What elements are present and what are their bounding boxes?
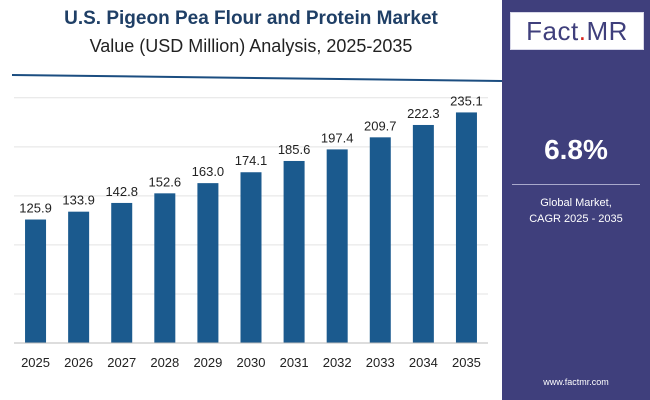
side-panel: Fact.MR 6.8% Global Market, CAGR 2025 - … [502, 0, 650, 400]
value-label-2026: 133.9 [62, 193, 95, 208]
x-tick-2034: 2034 [409, 355, 438, 370]
bar-2026 [68, 211, 90, 343]
bar-2027 [111, 202, 133, 343]
x-tick-2027: 2027 [107, 355, 136, 370]
bar-2033 [369, 137, 391, 343]
bar-2031 [283, 160, 305, 343]
cagr-label-line1: Global Market, [540, 197, 612, 209]
logo-end: MR [586, 16, 628, 46]
bar-2035 [455, 112, 477, 344]
bar-2032 [326, 149, 348, 343]
logo-main: Fact [526, 16, 579, 46]
x-tick-2035: 2035 [452, 355, 481, 370]
bar-2034 [412, 124, 434, 343]
chart-title: U.S. Pigeon Pea Flour and Protein Market [64, 8, 438, 29]
value-label-2030: 174.1 [235, 153, 268, 168]
value-label-2025: 125.9 [19, 201, 52, 216]
value-label-2027: 142.8 [105, 184, 138, 199]
logo-text: Fact.MR [511, 13, 643, 49]
x-tick-2026: 2026 [64, 355, 93, 370]
bar-2025 [25, 219, 47, 343]
bars [25, 112, 477, 344]
factmr-logo: Fact.MR [510, 12, 644, 50]
logo-dot: . [578, 16, 587, 46]
chart-subtitle: Value (USD Million) Analysis, 2025-2035 [89, 36, 413, 56]
value-label-2029: 163.0 [192, 164, 225, 179]
x-tick-2029: 2029 [193, 355, 222, 370]
value-labels: 125.9 133.9 142.8 152.6 163.0 174.1 185.6 197.4… [19, 93, 482, 215]
value-label-2028: 152.6 [149, 174, 182, 189]
bar-2029 [197, 183, 219, 343]
value-label-2035: 235.1 [450, 93, 483, 108]
x-tick-2033: 2033 [366, 355, 395, 370]
website-url: www.factmr.com [543, 377, 609, 387]
value-label-2034: 222.3 [407, 106, 440, 121]
chart-area: U.S. Pigeon Pea Flour and Protein Market… [11, 8, 502, 370]
cagr-label-line2: CAGR 2025 - 2035 [529, 213, 623, 225]
x-axis: 2025 2026 2027 2028 2029 2030 2031 2032 2033 2034… [14, 342, 488, 370]
value-label-2032: 197.4 [321, 130, 354, 145]
bar-2028 [154, 193, 176, 343]
panel-divider [512, 184, 640, 185]
value-label-2033: 209.7 [364, 118, 397, 133]
x-tick-2032: 2032 [323, 355, 352, 370]
bar-2030 [240, 172, 262, 343]
x-tick-2030: 2030 [237, 355, 266, 370]
header-accent-line [11, 74, 502, 82]
value-label-2031: 185.6 [278, 142, 311, 157]
bar-chart: 125.9 133.9 142.8 152.6 163.0 174.1 185.6 197.4… [11, 74, 502, 370]
x-tick-2028: 2028 [150, 355, 179, 370]
cagr-value: 6.8% [544, 134, 608, 165]
x-tick-2025: 2025 [21, 355, 50, 370]
x-tick-2031: 2031 [280, 355, 309, 370]
